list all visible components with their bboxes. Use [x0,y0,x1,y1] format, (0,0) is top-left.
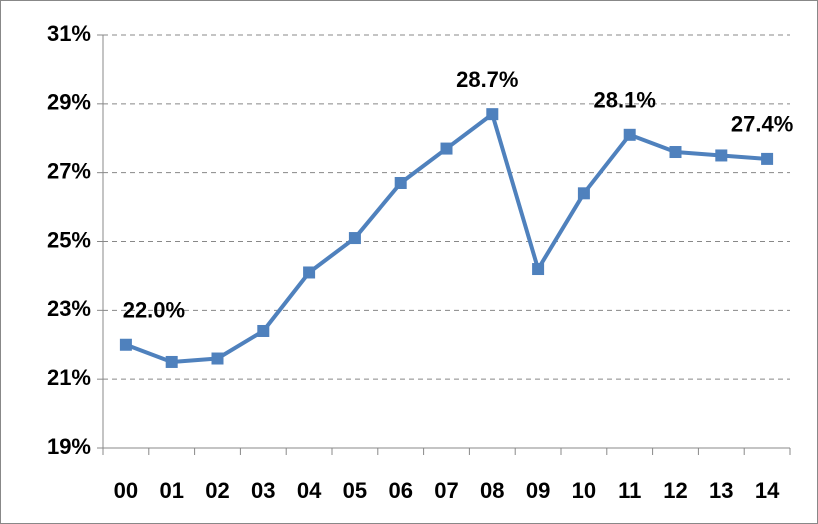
x-tick-label: 05 [343,478,367,503]
y-tick-label: 31% [47,21,91,46]
data-label: 28.1% [594,88,656,113]
data-label: 28.7% [456,67,518,92]
x-tick-label: 01 [159,478,183,503]
x-tick-label: 04 [297,478,322,503]
y-tick-label: 19% [47,434,91,459]
data-marker [532,263,545,276]
y-tick-label: 25% [47,227,91,252]
data-label: 27.4% [731,112,793,137]
x-tick-label: 13 [709,478,733,503]
x-tick-label: 09 [526,478,550,503]
data-marker [257,324,270,337]
y-tick-label: 27% [47,158,91,183]
x-tick-label: 11 [618,478,641,503]
x-tick-label: 03 [251,478,275,503]
data-marker [577,187,590,200]
data-label: 22.0% [123,298,185,323]
data-marker [486,108,499,121]
data-marker [715,149,728,162]
x-tick-label: 12 [663,478,687,503]
x-tick-label: 02 [205,478,229,503]
x-tick-label: 14 [755,478,780,503]
data-marker [623,128,636,141]
x-tick-label: 07 [434,478,458,503]
x-tick-label: 10 [572,478,596,503]
data-marker [394,176,407,189]
data-marker [440,142,453,155]
data-marker [119,338,132,351]
data-marker [303,266,316,279]
x-tick-label: 06 [388,478,412,503]
y-tick-label: 23% [47,296,91,321]
x-tick-label: 08 [480,478,504,503]
x-tick-label: 00 [114,478,138,503]
y-tick-label: 21% [47,365,91,390]
data-marker [348,232,361,245]
y-tick-label: 29% [47,90,91,115]
data-marker [761,152,774,165]
data-marker [669,146,682,159]
data-marker [211,352,224,365]
data-marker [165,355,178,368]
